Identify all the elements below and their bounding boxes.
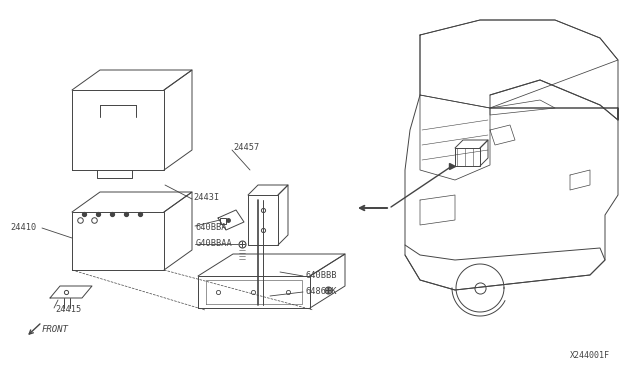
Text: 64860K: 64860K <box>305 288 337 296</box>
Text: 2443I: 2443I <box>193 193 220 202</box>
Text: 24410: 24410 <box>10 224 36 232</box>
Text: 640BBA: 640BBA <box>196 224 227 232</box>
Text: FRONT: FRONT <box>42 326 69 334</box>
Text: G40BBAA: G40BBAA <box>196 240 233 248</box>
Text: 24415: 24415 <box>55 305 81 314</box>
Text: X244001F: X244001F <box>570 350 610 359</box>
Text: 24457: 24457 <box>233 144 259 153</box>
Text: 640BBB: 640BBB <box>305 272 337 280</box>
